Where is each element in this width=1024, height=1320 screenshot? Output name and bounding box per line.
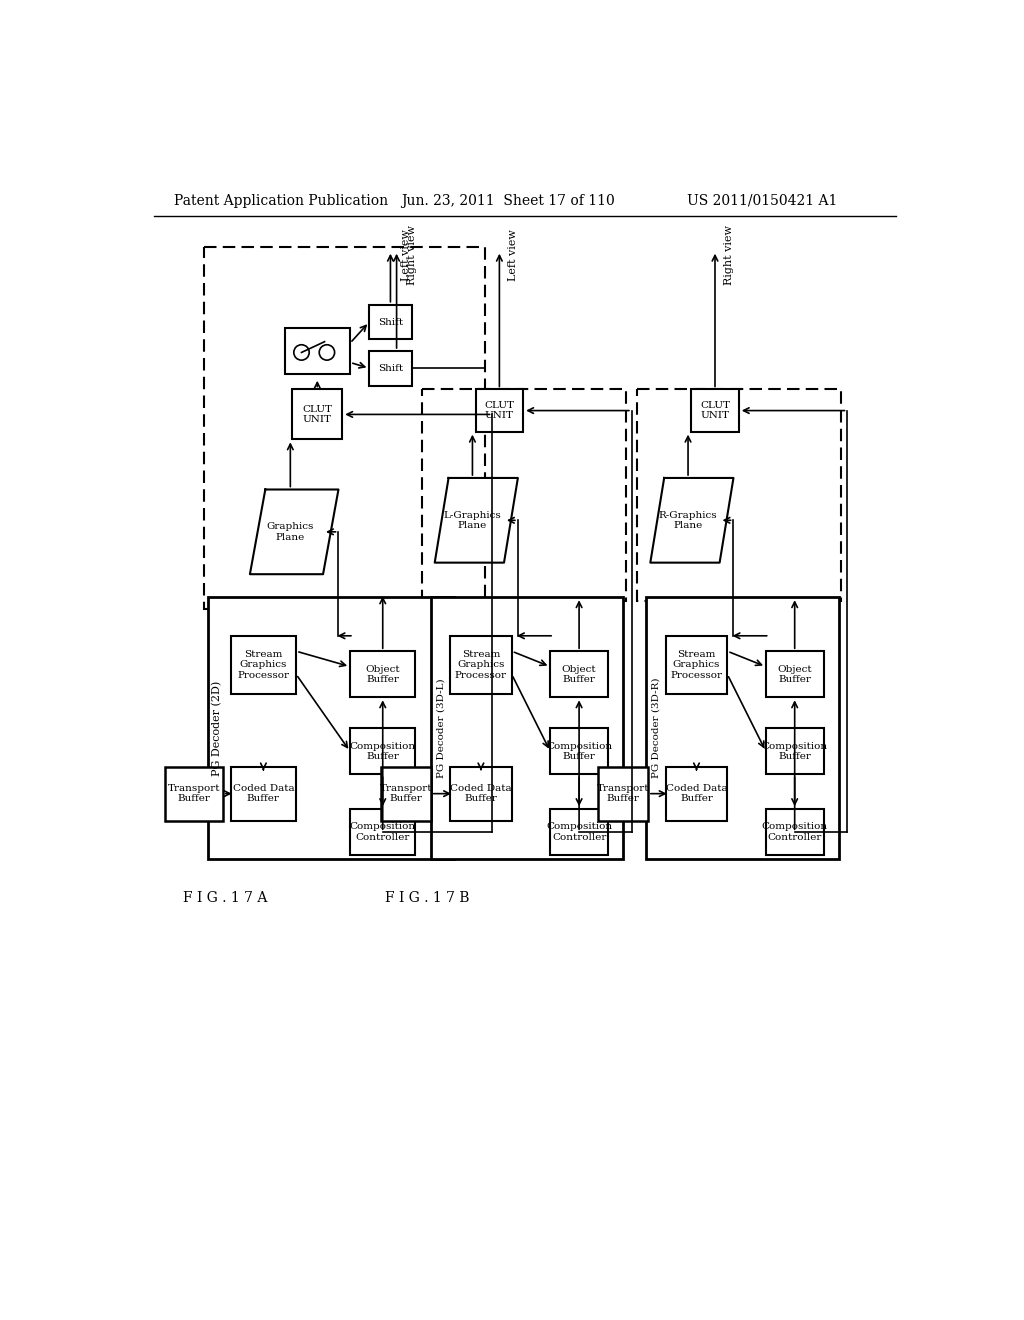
Text: Stream
Graphics
Processor: Stream Graphics Processor xyxy=(671,649,723,680)
Bar xyxy=(230,636,296,693)
Bar xyxy=(637,389,842,601)
Polygon shape xyxy=(250,490,339,574)
Text: Composition
Controller: Composition Controller xyxy=(546,822,612,842)
Text: Patent Application Publication: Patent Application Publication xyxy=(174,194,388,207)
Bar xyxy=(381,767,431,821)
Text: Transport
Buffer: Transport Buffer xyxy=(380,784,432,804)
Text: Stream
Graphics
Processor: Stream Graphics Processor xyxy=(455,649,507,680)
Bar xyxy=(646,597,839,859)
Text: Composition
Controller: Composition Controller xyxy=(349,822,416,842)
Polygon shape xyxy=(650,478,733,562)
Text: Transport
Buffer: Transport Buffer xyxy=(597,784,649,804)
Bar xyxy=(550,809,608,855)
Text: Right view: Right view xyxy=(724,224,734,285)
Text: US 2011/0150421 A1: US 2011/0150421 A1 xyxy=(687,194,838,207)
Text: CLUT
UNIT: CLUT UNIT xyxy=(302,405,332,424)
Polygon shape xyxy=(435,478,518,562)
Bar xyxy=(350,809,416,855)
Bar xyxy=(691,389,739,432)
Text: Left view: Left view xyxy=(400,228,411,281)
Bar xyxy=(666,636,727,693)
Text: L-Graphics
Plane: L-Graphics Plane xyxy=(443,511,502,531)
Text: Composition
Buffer: Composition Buffer xyxy=(546,742,612,762)
Bar xyxy=(350,729,416,775)
Bar xyxy=(451,636,512,693)
Text: Coded Data
Buffer: Coded Data Buffer xyxy=(451,784,512,804)
Text: Shift: Shift xyxy=(378,318,403,326)
Text: F I G . 1 7 A: F I G . 1 7 A xyxy=(183,891,267,904)
Bar xyxy=(766,651,823,697)
Text: Composition
Buffer: Composition Buffer xyxy=(349,742,416,762)
Text: Composition
Buffer: Composition Buffer xyxy=(762,742,827,762)
Text: Graphics
Plane: Graphics Plane xyxy=(266,523,314,541)
Bar xyxy=(666,767,727,821)
Bar xyxy=(370,351,412,385)
Text: R-Graphics
Plane: R-Graphics Plane xyxy=(658,511,718,531)
Bar xyxy=(598,767,648,821)
Text: Shift: Shift xyxy=(378,364,403,372)
Text: CLUT
UNIT: CLUT UNIT xyxy=(700,401,730,420)
Bar xyxy=(208,597,454,859)
Text: PG Decoder (3D-L): PG Decoder (3D-L) xyxy=(436,678,445,777)
Text: CLUT
UNIT: CLUT UNIT xyxy=(484,401,514,420)
Bar xyxy=(766,729,823,775)
Bar xyxy=(422,389,626,601)
Text: Stream
Graphics
Processor: Stream Graphics Processor xyxy=(238,649,290,680)
Text: Jun. 23, 2011  Sheet 17 of 110: Jun. 23, 2011 Sheet 17 of 110 xyxy=(401,194,614,207)
Bar xyxy=(431,597,624,859)
Bar xyxy=(292,389,342,440)
Bar xyxy=(204,247,484,609)
Text: Right view: Right view xyxy=(407,224,417,285)
Bar xyxy=(230,767,296,821)
Bar xyxy=(370,305,412,339)
Bar xyxy=(475,389,523,432)
Bar xyxy=(550,651,608,697)
Text: Composition
Controller: Composition Controller xyxy=(762,822,827,842)
Text: PG Decoder (3D-R): PG Decoder (3D-R) xyxy=(652,678,660,779)
Bar xyxy=(766,809,823,855)
Text: Object
Buffer: Object Buffer xyxy=(366,664,400,684)
Text: Coded Data
Buffer: Coded Data Buffer xyxy=(666,784,727,804)
Text: Left view: Left view xyxy=(508,228,518,281)
Text: Object
Buffer: Object Buffer xyxy=(777,664,812,684)
Bar xyxy=(350,651,416,697)
Bar xyxy=(165,767,223,821)
Text: Transport
Buffer: Transport Buffer xyxy=(168,784,220,804)
Text: F I G . 1 7 B: F I G . 1 7 B xyxy=(385,891,469,904)
Bar xyxy=(550,729,608,775)
Text: Coded Data
Buffer: Coded Data Buffer xyxy=(232,784,294,804)
Bar xyxy=(285,327,350,374)
Bar xyxy=(451,767,512,821)
Text: Object
Buffer: Object Buffer xyxy=(562,664,596,684)
Text: PG Decoder (2D): PG Decoder (2D) xyxy=(212,681,223,776)
